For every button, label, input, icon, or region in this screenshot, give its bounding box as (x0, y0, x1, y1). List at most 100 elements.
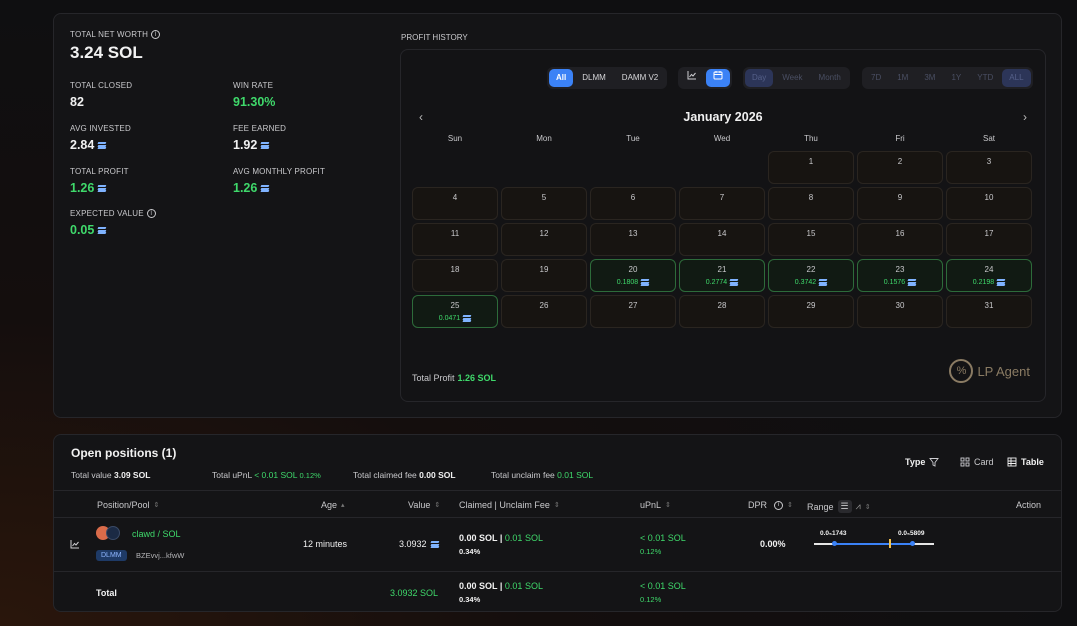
calendar-day[interactable]: 3 (946, 151, 1032, 184)
calendar-day[interactable]: 27 (590, 295, 676, 328)
range-1m[interactable]: 1M (897, 73, 909, 82)
card-view-button[interactable]: Card (960, 457, 994, 467)
calendar-day[interactable]: 28 (679, 295, 765, 328)
day-profit-value: 0.3742 (794, 278, 817, 286)
unclaimed-fee-label: Total unclaim fee (491, 470, 555, 480)
sort-icon: ⇕ (787, 502, 793, 509)
chart-view-button[interactable] (680, 69, 704, 87)
open-positions-card: Open positions (1) Total value 3.09 SOL … (53, 434, 1062, 612)
calendar-day[interactable]: 1 (768, 151, 854, 184)
calendar-day[interactable]: 26 (501, 295, 587, 328)
calendar-day[interactable]: 18 (412, 259, 498, 292)
calendar-day[interactable]: 25 0.0471 (412, 295, 498, 328)
filter-damm-v2[interactable]: DAMM V2 (621, 73, 659, 82)
calendar-day[interactable]: 21 0.2774 (679, 259, 765, 292)
calendar-day[interactable]: 9 (857, 187, 943, 220)
prev-month-icon[interactable]: ‹ (419, 110, 423, 124)
info-icon[interactable]: i (146, 209, 156, 219)
info-icon[interactable]: i (774, 500, 784, 510)
table-row[interactable]: clawd / SOL DLMM BZEvvj...kfwW 12 minute… (54, 519, 1061, 572)
range-all[interactable]: ALL (1002, 69, 1031, 87)
period-month[interactable]: Month (818, 73, 841, 82)
total-profit-label: TOTAL PROFIT (70, 167, 129, 176)
fee-pct: 0.34% (459, 547, 481, 556)
col-dpr[interactable]: DPR i ⇕ (748, 500, 793, 510)
calendar-view-button[interactable] (706, 69, 730, 87)
line-chart-icon (687, 71, 696, 80)
total-profit-footer-value: 1.26 SOL (457, 373, 497, 383)
upnl-value: < 0.01 SOL (640, 533, 686, 543)
value-amount: 3.0932 (399, 539, 427, 549)
avg-invested-value: 2.84 (70, 138, 95, 152)
range-7d[interactable]: 7D (871, 73, 882, 82)
col-claimed[interactable]: Claimed | Unclaim Fee ⇕ (459, 500, 560, 510)
total-upnl-pct: 0.12% (640, 595, 662, 604)
day-number: 23 (895, 265, 905, 274)
period-week[interactable]: Week (782, 73, 803, 82)
calendar-day[interactable]: 11 (412, 223, 498, 256)
calendar-day[interactable]: 23 0.1576 (857, 259, 943, 292)
total-row-value: 3.0932 SOL (390, 588, 439, 598)
range-ytd[interactable]: YTD (977, 73, 994, 82)
filter-dlmm[interactable]: DLMM (582, 73, 606, 82)
summary-unclaimed-fee: Total unclaim fee 0.01 SOL (491, 470, 593, 480)
col-upnl[interactable]: uPnL ⇕ (640, 500, 671, 510)
day-number: 13 (628, 229, 638, 238)
row-chart-icon[interactable] (70, 539, 80, 551)
table-label: Table (1021, 457, 1044, 467)
total-claimed-cell: 0.00 SOL | 0.01 SOL (459, 581, 543, 591)
line-chart-icon[interactable]: ⩘ (855, 501, 861, 511)
filter-all[interactable]: All (549, 69, 574, 87)
sort-icon: ⇕ (153, 502, 160, 509)
calendar-day[interactable]: 12 (501, 223, 587, 256)
calendar-month-title: January 2026 (683, 110, 763, 124)
col-claimed-label: Claimed | Unclaim Fee (459, 500, 550, 510)
list-icon[interactable]: ☰ (837, 500, 852, 513)
calendar-day[interactable]: 13 (590, 223, 676, 256)
calendar-day[interactable]: 30 (857, 295, 943, 328)
next-month-icon[interactable]: › (1023, 110, 1027, 124)
weekday-label: Fri (895, 134, 905, 143)
calendar-day[interactable]: 24 0.2198 (946, 259, 1032, 292)
pool-filter-group: All DLMM DAMM V2 (547, 67, 668, 89)
calendar-day[interactable]: 10 (946, 187, 1032, 220)
sol-token-icon (106, 526, 120, 540)
range-1y[interactable]: 1Y (951, 73, 962, 82)
calendar-day[interactable]: 4 (412, 187, 498, 220)
expected-value-stat: EXPECTED VALUE i 0.05 (70, 209, 156, 237)
calendar-day[interactable]: 6 (590, 187, 676, 220)
period-day[interactable]: Day (745, 69, 774, 87)
calendar-day[interactable]: 19 (501, 259, 587, 292)
calendar-day[interactable]: 16 (857, 223, 943, 256)
sol-icon (907, 278, 917, 286)
calendar-day[interactable]: 17 (946, 223, 1032, 256)
col-value[interactable]: Value ⇕ (408, 500, 440, 510)
calendar-day[interactable]: 8 (768, 187, 854, 220)
pool-name[interactable]: clawd / SOL (132, 529, 181, 539)
type-filter-button[interactable]: Type (905, 457, 940, 467)
table-view-button[interactable]: Table (1007, 457, 1044, 467)
col-range[interactable]: Range ☰ ⩘ ⇕ (807, 500, 871, 513)
calendar-day[interactable]: 14 (679, 223, 765, 256)
calendar-day[interactable]: 5 (501, 187, 587, 220)
pool-address[interactable]: BZEvvj...kfwW (136, 551, 185, 560)
range-3m[interactable]: 3M (924, 73, 936, 82)
calendar-day[interactable]: 31 (946, 295, 1032, 328)
info-icon[interactable]: i (151, 30, 161, 40)
col-pool[interactable]: Position/Pool ⇕ (97, 500, 159, 510)
period-group: Day Week Month (743, 67, 850, 89)
calendar-day[interactable]: 2 (857, 151, 943, 184)
calendar-day[interactable]: 7 (679, 187, 765, 220)
expected-value-label: EXPECTED VALUE (70, 209, 144, 218)
profit-history-title: PROFIT HISTORY (401, 33, 468, 42)
sol-icon (729, 278, 739, 286)
net-worth-value: 3.24 SOL (70, 43, 143, 63)
calendar-day[interactable]: 15 (768, 223, 854, 256)
calendar-day[interactable]: 20 0.1808 (590, 259, 676, 292)
total-claimed-amount: 0.00 SOL (459, 581, 498, 591)
col-age[interactable]: Age ▴ (321, 500, 345, 510)
calendar-day[interactable]: 29 (768, 295, 854, 328)
total-closed-stat: TOTAL CLOSED 82 (70, 81, 132, 109)
calendar-day[interactable]: 22 0.3742 (768, 259, 854, 292)
day-profit: 0.2198 (947, 278, 1031, 286)
